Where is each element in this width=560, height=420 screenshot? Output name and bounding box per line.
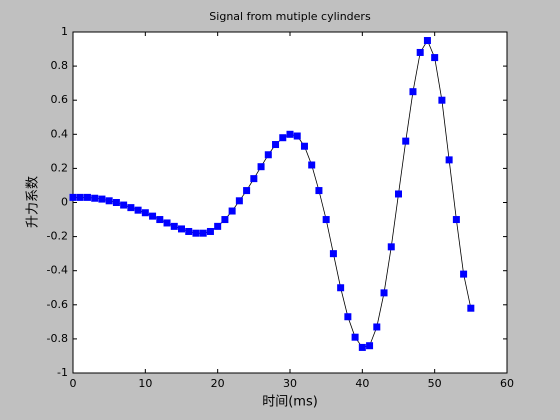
marker [69,193,77,201]
x-tick-label: 10 [138,377,152,390]
marker [199,229,207,237]
marker [112,199,120,206]
marker [134,206,142,214]
marker [105,197,113,205]
marker [141,209,149,217]
marker [402,137,410,145]
marker [228,207,236,215]
x-tick-label: 50 [428,377,442,390]
marker [250,175,258,183]
marker [366,342,374,350]
y-tick-label: -0.4 [47,264,68,277]
marker [192,229,200,237]
marker [337,284,345,292]
marker [235,197,243,205]
marker [308,161,316,169]
marker [409,88,417,96]
y-tick-label: 0.4 [51,127,69,140]
marker [467,304,475,312]
marker [185,227,193,235]
x-axis-label: 时间(ms) [262,395,318,410]
marker [315,187,323,195]
y-tick-label: -0.8 [47,332,68,345]
chart-title: Signal from mutiple cylinders [209,10,371,23]
y-tick-label: 0 [61,196,68,209]
marker [358,343,366,351]
marker [76,193,84,201]
x-tick-label: 0 [70,377,77,390]
marker [163,219,171,227]
y-tick-label: 1 [61,25,68,38]
marker [344,313,352,321]
marker [257,163,265,171]
marker [460,270,468,278]
marker [214,222,222,230]
y-tick-label: -0.2 [47,230,68,243]
marker [322,216,330,224]
marker [438,96,446,104]
marker [149,212,157,220]
x-tick-label: 20 [211,377,225,390]
marker [293,132,301,140]
y-tick-label: 0.2 [51,161,69,174]
marker [416,48,424,56]
marker [300,142,308,150]
marker [329,250,337,258]
marker [243,187,251,195]
marker [156,216,164,224]
x-tick-label: 60 [500,377,514,390]
y-axis-label: 升力系数 [26,176,41,228]
marker [98,195,106,203]
marker [83,193,91,201]
marker [445,156,453,164]
marker [91,194,99,202]
y-tick-label: -1 [57,366,68,379]
marker [264,151,272,159]
marker [178,225,185,233]
marker [351,333,359,341]
marker [279,134,287,142]
y-tick-label: 0.6 [51,93,69,106]
y-tick-label: -0.6 [47,298,68,311]
marker [423,37,431,45]
y-tick-label: 0.8 [51,59,69,72]
marker [286,130,294,138]
marker [221,216,229,224]
marker [272,141,280,149]
marker [380,289,388,297]
x-tick-label: 30 [283,377,297,390]
marker [452,216,460,224]
marker [387,243,395,251]
marker [373,323,381,331]
x-tick-label: 40 [355,377,369,390]
marker [120,201,128,209]
marker [206,227,214,235]
marker [431,54,439,62]
marker [127,204,135,212]
marker [170,222,178,230]
plot-area [72,31,508,374]
marker [395,190,402,198]
